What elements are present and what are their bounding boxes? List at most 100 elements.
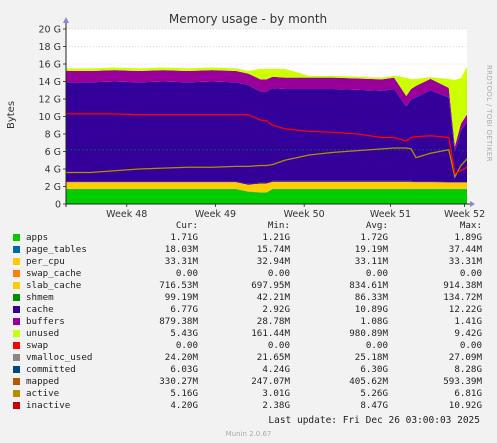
- legend-row-shmem: shmem 99.19M 42.21M 86.33M 134.72M: [10, 292, 490, 304]
- legend-table: Cur: Min: Avg: Max: apps 1.71G 1.21G 1.72G 1…: [10, 220, 490, 412]
- legend-series-name: buffers: [26, 316, 65, 327]
- legend-avg: 5.26G: [360, 388, 388, 399]
- legend-row-swap: swap 0.00 0.00 0.00 0.00: [10, 340, 490, 352]
- legend-avg: 0.00: [365, 340, 388, 351]
- legend-avg: 0.00: [365, 268, 388, 279]
- y-tick-label: 10 G: [39, 112, 61, 123]
- legend-cur: 0.00: [175, 268, 198, 279]
- legend-avg: 10.89G: [354, 304, 388, 315]
- legend-avg: 834.61M: [349, 280, 388, 291]
- legend-swatch: [13, 306, 20, 313]
- legend-avg: 6.30G: [360, 364, 388, 375]
- header-min: Min:: [267, 220, 290, 231]
- legend-row-committed: committed 6.03G 4.24G 6.30G 8.28G: [10, 364, 490, 376]
- y-tick-label: 16 G: [39, 60, 61, 71]
- area-cache: [66, 81, 467, 184]
- legend-row-apps: apps 1.71G 1.21G 1.72G 1.89G: [10, 232, 490, 244]
- legend-max: 9.42G: [454, 328, 482, 339]
- y-tick-label: 6 G: [45, 147, 61, 158]
- legend-max: 0.00: [459, 268, 482, 279]
- legend-swatch: [13, 354, 20, 361]
- legend-series-name: swap: [26, 340, 49, 351]
- legend-cur: 1.71G: [170, 232, 198, 243]
- y-axis-label: Bytes: [6, 101, 17, 129]
- legend-swatch: [13, 378, 20, 385]
- legend-row-swap-cache: swap_cache 0.00 0.00 0.00 0.00: [10, 268, 490, 280]
- y-tick-label: 4 G: [45, 165, 61, 176]
- legend-series-name: cache: [26, 304, 54, 315]
- legend-row-mapped: mapped 330.27M 247.07M 405.62M 593.39M: [10, 376, 490, 388]
- legend-min: 21.65M: [256, 352, 290, 363]
- legend-swatch: [13, 282, 20, 289]
- chart-title: Memory usage - by month: [169, 12, 327, 26]
- legend-max: 10.92G: [448, 400, 482, 411]
- legend-min: 42.21M: [256, 292, 290, 303]
- stacked-areas: [66, 66, 467, 204]
- legend-cur: 5.16G: [170, 388, 198, 399]
- legend-max: 8.28G: [454, 364, 482, 375]
- header-max: Max:: [459, 220, 482, 231]
- legend-min: 28.78M: [256, 316, 290, 327]
- legend-row-per-cpu: per_cpu 33.31M 32.94M 33.11M 33.31M: [10, 256, 490, 268]
- side-label: RRDTOOL / TOBI OETIKER: [485, 65, 493, 162]
- area-apps: [66, 189, 467, 204]
- legend-cur: 5.43G: [170, 328, 198, 339]
- legend-min: 0.00: [267, 340, 290, 351]
- legend-avg: 1.72G: [360, 232, 388, 243]
- legend-min: 247.07M: [251, 376, 290, 387]
- last-update: Last update: Fri Dec 26 03:00:03 2025: [268, 415, 480, 426]
- x-tick-label: Week 49: [195, 209, 236, 220]
- legend-min: 4.24G: [262, 364, 290, 375]
- legend-max: 37.44M: [448, 244, 482, 255]
- legend-cur: 879.38M: [159, 316, 198, 327]
- legend-cur: 99.19M: [164, 292, 198, 303]
- legend-row-active: active 5.16G 3.01G 5.26G 6.81G: [10, 388, 490, 400]
- legend-cur: 6.03G: [170, 364, 198, 375]
- legend-series-name: mapped: [26, 376, 60, 387]
- legend-avg: 33.11M: [354, 256, 388, 267]
- y-tick-label: 12 G: [39, 95, 61, 106]
- y-tick-label: 8 G: [45, 130, 61, 141]
- legend-row-cache: cache 6.77G 2.92G 10.89G 12.22G: [10, 304, 490, 316]
- line-active: [66, 147, 468, 179]
- legend-swatch: [13, 330, 20, 337]
- y-tick-label: 18 G: [39, 42, 61, 53]
- legend-max: 33.31M: [448, 256, 482, 267]
- legend-header: Cur: Min: Avg: Max:: [10, 220, 490, 232]
- legend-cur: 24.20M: [164, 352, 198, 363]
- legend-series-name: vmalloc_used: [26, 352, 93, 363]
- legend-avg: 25.18M: [354, 352, 388, 363]
- x-axis-arrow: [470, 201, 475, 207]
- legend-min: 2.92G: [262, 304, 290, 315]
- line-series: [66, 113, 468, 179]
- legend-series-name: unused: [26, 328, 60, 339]
- legend-min: 2.38G: [262, 400, 290, 411]
- x-tick-label: Week 48: [106, 209, 147, 220]
- legend-cur: 33.31M: [164, 256, 198, 267]
- y-axis-arrow: [63, 17, 69, 23]
- legend-avg: 86.33M: [354, 292, 388, 303]
- legend-series-name: page_tables: [26, 244, 87, 255]
- legend-cur: 716.53M: [159, 280, 198, 291]
- legend-swatch: [13, 390, 20, 397]
- y-tick-label: 20 G: [39, 25, 61, 36]
- legend-min: 697.95M: [251, 280, 290, 291]
- legend-max: 0.00: [459, 340, 482, 351]
- legend-min: 161.44M: [251, 328, 290, 339]
- legend-max: 27.09M: [448, 352, 482, 363]
- y-tick-label: 2 G: [45, 182, 61, 193]
- legend-swatch: [13, 402, 20, 409]
- axes: 0 2 G 4 G 6 G 8 G 10 G 12 G 14 G 16 G 18 G 20 G Wee…: [39, 17, 485, 220]
- legend-swatch: [13, 246, 20, 253]
- legend-max: 6.81G: [454, 388, 482, 399]
- legend-series-name: apps: [26, 232, 49, 243]
- legend-series-name: inactive: [26, 400, 71, 411]
- line-committed: [66, 149, 468, 152]
- x-tick-label: Week 52: [444, 209, 485, 220]
- legend-avg: 980.89M: [349, 328, 388, 339]
- legend-series-name: per_cpu: [26, 256, 65, 267]
- legend-swatch: [13, 270, 20, 277]
- legend-series-name: active: [26, 388, 60, 399]
- legend-min: 15.74M: [256, 244, 290, 255]
